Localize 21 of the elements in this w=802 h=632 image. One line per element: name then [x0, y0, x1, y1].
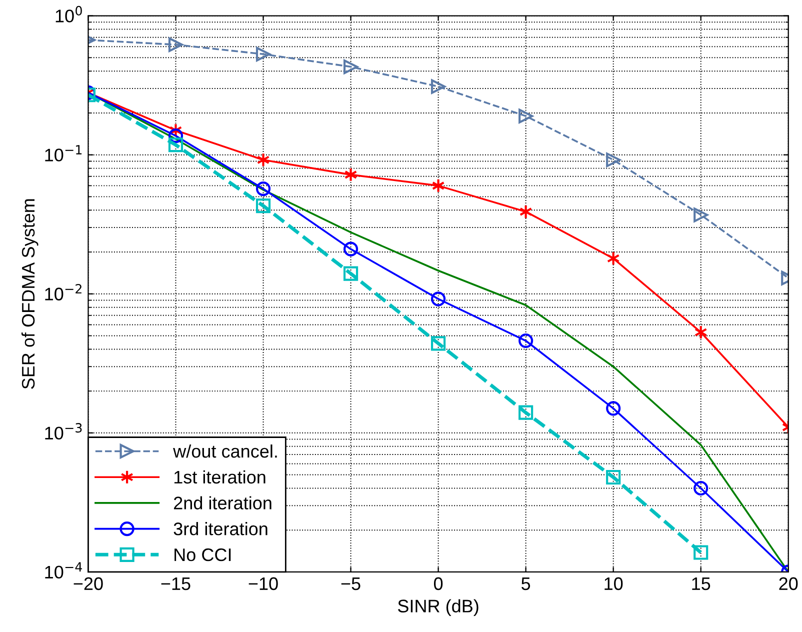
legend-label: w/out cancel. — [173, 444, 277, 458]
legend-label: No CCI — [174, 548, 231, 562]
y-tick-label: 10$^{−1}$ — [45, 145, 82, 162]
x-axis-title: SINR (dB) — [398, 599, 478, 616]
y-tick-label: 10$^{0}$ — [56, 6, 82, 22]
x-tick-label: −10 — [248, 577, 278, 590]
legend-label: 3rd iteration — [174, 522, 268, 536]
x-tick-label: 5 — [522, 577, 530, 590]
x-tick-label: −15 — [161, 577, 190, 590]
x-tick-label: 10 — [604, 577, 623, 590]
x-tick-label: −20 — [74, 577, 103, 590]
y-tick-label: 10$^{−3}$ — [45, 423, 82, 440]
x-tick-label: 0 — [434, 577, 443, 590]
x-tick-label: −5 — [341, 577, 360, 590]
y-tick-label: 10$^{−2}$ — [45, 284, 82, 300]
x-tick-label: 20 — [779, 577, 798, 590]
legend-label: 1st iteration — [174, 470, 266, 484]
legend-label: 2nd iteration — [174, 496, 272, 510]
y-axis-title: SER of OFDMA System — [21, 199, 38, 389]
y-tick-label: 10$^{−4}$ — [45, 562, 82, 579]
x-tick-label: 15 — [692, 577, 710, 590]
